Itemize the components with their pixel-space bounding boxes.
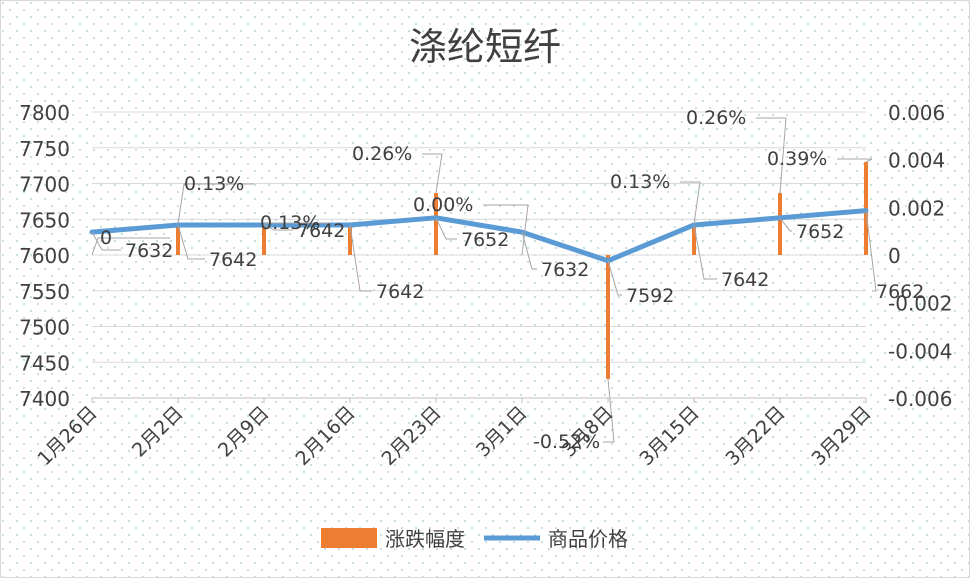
bar-data-label: 0.13% (184, 173, 244, 195)
leader-line (607, 260, 622, 296)
bar (606, 255, 610, 379)
bar-data-label: 0.39% (767, 148, 827, 170)
y-left-tick-label: 7750 (19, 137, 70, 161)
leader-line (422, 153, 443, 194)
line-data-label: 7662 (876, 281, 924, 303)
y-left-tick-label: 7600 (19, 244, 70, 268)
bar (348, 224, 352, 255)
bar (778, 193, 782, 255)
leader-line (756, 117, 787, 194)
y-left-tick-label: 7550 (19, 280, 70, 304)
leader-line (263, 222, 330, 225)
leader-line (263, 224, 293, 231)
price-line (89, 208, 869, 264)
line-data-label: 7632 (541, 259, 589, 281)
legend-label-bar: 涨跌幅度 (385, 527, 465, 551)
y-right-tick-label: 0.004 (888, 149, 945, 173)
y-right-tick-label: 0.002 (888, 196, 945, 220)
bar-data-label: -0.52% (533, 431, 600, 453)
leader-line (837, 158, 873, 163)
line-data-label: 7592 (626, 285, 674, 307)
bar (262, 224, 266, 255)
label-leaders (91, 117, 877, 443)
line-data-label: 7652 (796, 221, 844, 243)
leader-line (177, 224, 205, 260)
bar (692, 224, 696, 255)
leader-line (349, 224, 372, 292)
data-labels: 0 0.13% 0.13% 0.26% 0.00% -0.52% 0.13% 0.26% 0.3… (100, 107, 924, 453)
y-left-tick-label: 7700 (19, 173, 70, 197)
legend: 涨跌幅度 商品价格 (321, 527, 628, 551)
leader-line (603, 378, 615, 443)
y-left-tick-label: 7800 (19, 101, 70, 125)
line-data-label: 7642 (297, 220, 345, 242)
y-left-tick-label: 7400 (19, 387, 70, 411)
y-left-tick-label: 7650 (19, 208, 70, 232)
y-right-tick-label: 0 (888, 244, 901, 268)
leader-line (177, 183, 254, 225)
legend-label-line: 商品价格 (548, 527, 628, 551)
bar (434, 193, 438, 255)
leader-line (521, 231, 537, 270)
leader-line (865, 210, 877, 292)
bar-data-label: 0.26% (686, 107, 746, 129)
y-left-tick-label: 7500 (19, 316, 70, 340)
bar-data-label: 0.26% (352, 143, 412, 165)
y-right-tick-label: -0.004 (888, 339, 952, 363)
line-data-label: 7652 (461, 229, 509, 251)
bar-data-label: 0.13% (260, 212, 320, 234)
leader-line (91, 237, 170, 256)
leader-line (91, 231, 121, 251)
line-data-label: 7642 (721, 269, 769, 291)
line-series (89, 208, 869, 264)
y-right-tick-label: 0.006 (888, 101, 945, 125)
leader-line (693, 224, 717, 280)
line-data-label: 7632 (125, 240, 173, 262)
y-right-tick-label: -0.002 (888, 292, 952, 316)
bar-data-label: 0.00% (413, 194, 473, 216)
leader-line (680, 181, 701, 225)
leader-line (435, 217, 457, 240)
line-data-label: 7642 (376, 281, 424, 303)
bar-data-label: 0 (100, 227, 112, 249)
leader-line (779, 217, 792, 232)
legend-swatch-bar (321, 528, 377, 548)
chart-title: 涤纶短纤 (409, 25, 561, 69)
bar-data-label: 0.13% (610, 171, 670, 193)
y-left-tick-label: 7450 (19, 351, 70, 375)
bar (176, 224, 180, 255)
line-data-label: 7642 (209, 249, 257, 271)
y-right-tick-label: -0.006 (888, 387, 952, 411)
